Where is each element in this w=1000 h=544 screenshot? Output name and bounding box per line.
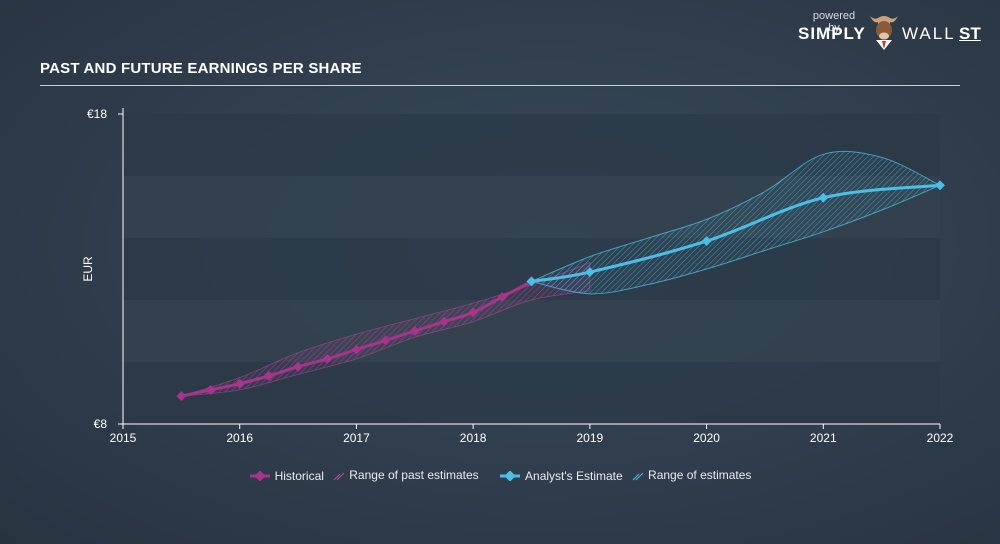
x-tick-label: 2018: [460, 431, 487, 445]
legend-past-range-label: Range of past estimates: [349, 468, 479, 482]
chart-band: [123, 300, 940, 362]
historical-point: [351, 344, 362, 355]
historical-point: [234, 378, 245, 389]
brand-st-text: ST: [959, 24, 981, 43]
bull-icon: [870, 16, 898, 50]
brand-logo[interactable]: powered by SIMPLY WALL ST: [798, 10, 986, 50]
historical-point: [468, 307, 479, 318]
x-tick-label: 2020: [693, 431, 720, 445]
y-tick-label: €8: [94, 417, 108, 431]
historical-point: [439, 316, 449, 327]
historical-point: [380, 335, 391, 346]
legend-estimate-range-label: Range of estimates: [648, 468, 752, 482]
x-tick-label: 2022: [927, 431, 954, 445]
legend-estimate-range[interactable]: Range of estimates: [632, 468, 751, 482]
legend-historical-label: Historical: [274, 469, 324, 483]
x-tick-label: 2015: [110, 431, 137, 445]
legend-estimate-label: Analyst's Estimate: [525, 469, 623, 483]
estimate-point: [818, 192, 829, 203]
historical-point: [176, 391, 187, 402]
estimate-point: [584, 267, 595, 278]
page-title: PAST AND FUTURE EARNINGS PER SHARE: [40, 60, 362, 77]
x-tick-label: 2021: [810, 431, 837, 445]
legend-historical[interactable]: Historical: [249, 469, 324, 483]
historical-point: [263, 371, 274, 381]
legend-estimate-swatch: [500, 471, 521, 481]
y-tick-label: €18: [87, 107, 107, 121]
historical-point: [497, 291, 508, 302]
brand-wall-text: WALL: [902, 24, 956, 43]
legend-estimate[interactable]: Analyst's Estimate: [499, 469, 623, 483]
analyst-estimate-series-line: [531, 183, 941, 283]
x-tick-label: 2017: [343, 431, 370, 445]
historical-point: [409, 326, 420, 336]
powered-by-label: powered by: [812, 10, 856, 34]
title-divider: [40, 85, 960, 86]
legend-past-range[interactable]: Range of past estimates: [333, 468, 479, 482]
chart-band: [123, 362, 940, 424]
chart-legend: Historical Range of past estimates Analy…: [0, 468, 1000, 484]
y-axis-label: EUR: [81, 256, 95, 282]
x-tick-label: 2019: [577, 431, 604, 445]
legend-historical-swatch: [249, 471, 270, 481]
legend-past-range-swatch: [333, 472, 345, 481]
historical-point: [322, 353, 333, 364]
x-tick-label: 2016: [226, 431, 253, 445]
brand-simply-text: SIMPLY: [798, 24, 866, 43]
legend-estimate-range-swatch: [632, 472, 644, 481]
historical-point: [205, 384, 216, 395]
estimate-point: [701, 236, 712, 247]
estimate-point: [935, 180, 945, 191]
estimate-point: [526, 276, 537, 287]
historical-point: [293, 361, 304, 372]
